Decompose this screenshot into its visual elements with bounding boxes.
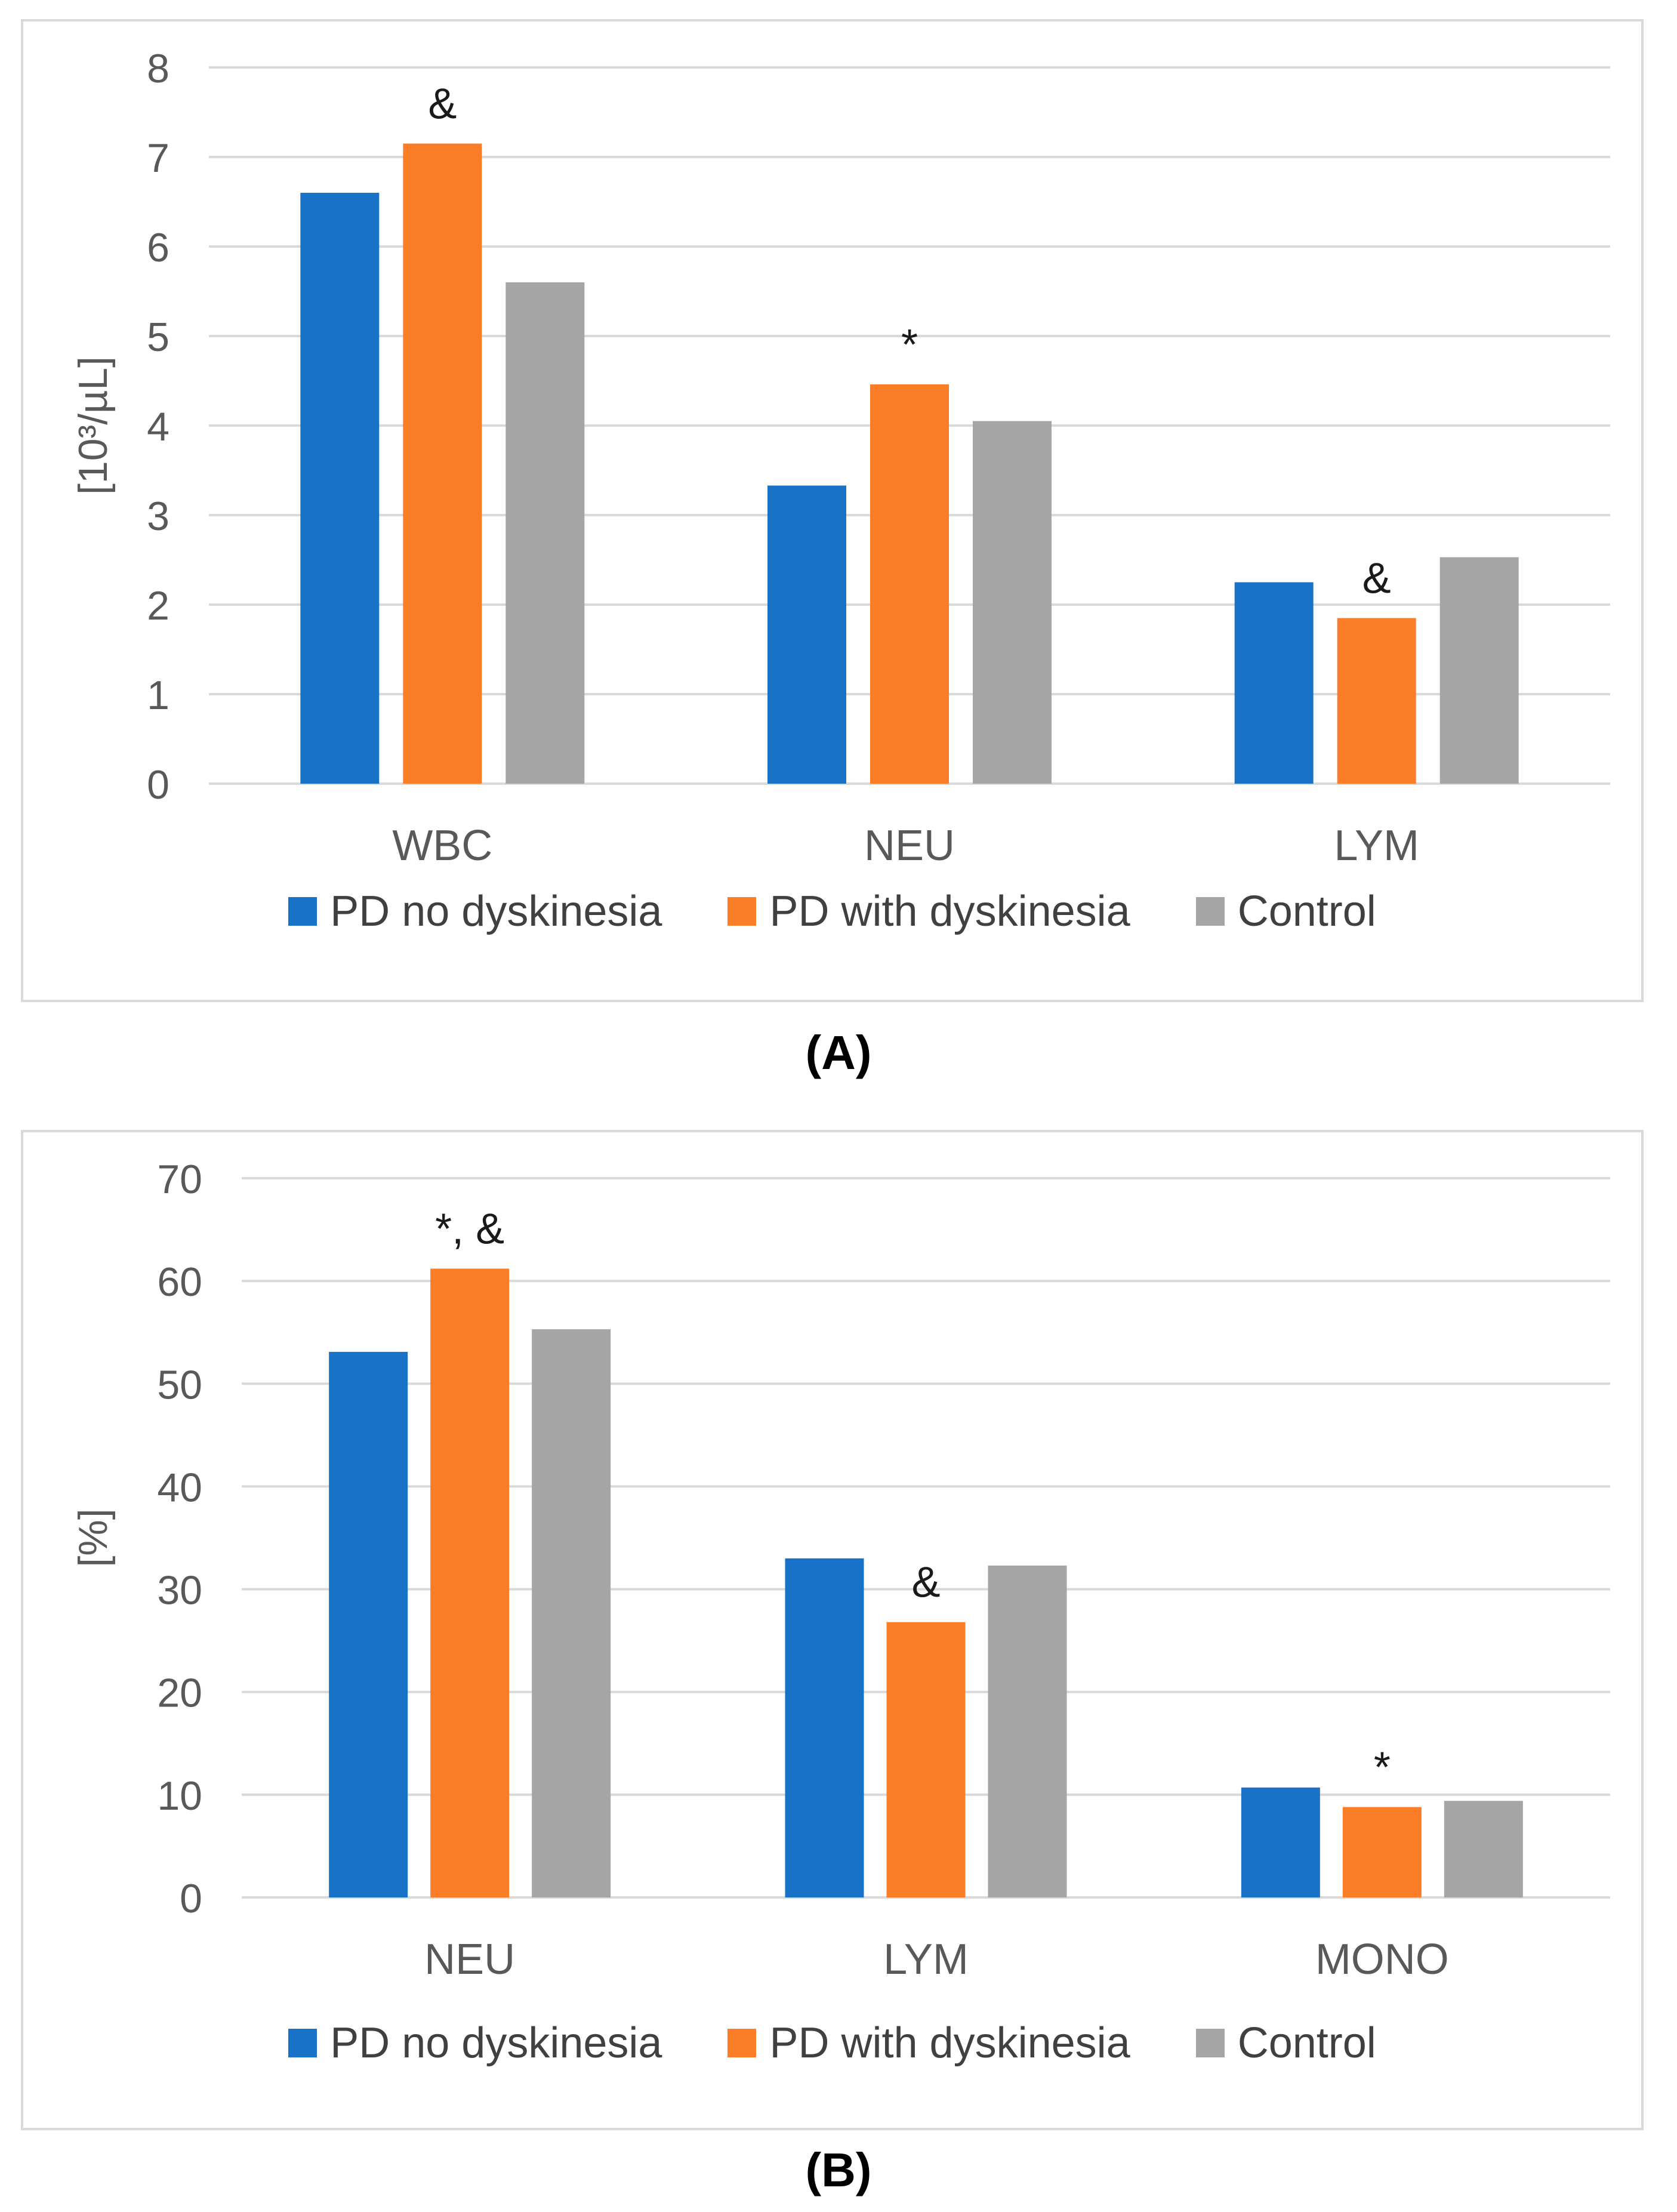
chart-panel-b: 0 10 20 30 40 50 60 70 [%] NEU LYM MONO *, & & * PD no… [21,1130,1644,2130]
legend-swatch-b-1 [727,2029,757,2057]
bar-a-0-2 [505,282,585,784]
legend-swatch-b-2 [1195,2029,1225,2057]
bar-a-1-0 [767,485,846,784]
legend-swatch-b-0 [288,2029,317,2057]
caption-b: (B) [805,2143,872,2196]
annotation-a-2: & [1362,555,1391,603]
bar-b-1-2 [988,1565,1067,1897]
bar-a-2-2 [1439,557,1519,784]
y-tick-label-b-3: 30 [157,1568,202,1613]
x-category-label-b-1: LYM [883,1936,969,1983]
y-tick-label-a-4: 4 [147,404,169,449]
legend-label-a-1: PD with dyskinesia [769,888,1130,935]
bar-a-0-0 [300,193,380,784]
x-category-label-b-0: NEU [424,1936,515,1983]
bar-b-0-2 [532,1329,611,1897]
x-category-label-a-2: LYM [1334,822,1419,870]
y-tick-label-b-1: 10 [157,1773,202,1819]
chart-a: 0 1 2 3 4 5 6 7 8 [10³/µL] WBC NEU LYM & * & [70,46,1610,870]
legend-item-a-0: PD no dyskinesia [288,887,662,936]
bar-a-1-1 [870,384,949,784]
y-tick-label-a-6: 6 [147,225,169,270]
legend-swatch-a-1 [727,897,757,926]
y-tick-label-b-4: 40 [157,1465,202,1510]
y-tick-label-a-2: 2 [147,583,169,629]
y-tick-label-a-0: 0 [147,762,169,808]
legend-label-a-2: Control [1237,888,1376,935]
bar-b-2-1 [1342,1807,1422,1897]
y-tick-label-a-5: 5 [147,315,169,360]
bar-b-0-0 [329,1351,408,1897]
bar-a-2-1 [1337,618,1416,784]
caption-a: (A) [805,1026,872,1079]
x-category-label-a-0: WBC [392,822,492,870]
legend-a: PD no dyskinesia PD with dyskinesia Cont… [23,887,1641,936]
bar-b-1-0 [785,1558,864,1897]
y-tick-label-a-7: 7 [147,135,169,181]
legend-item-b-2: Control [1195,2019,1376,2068]
annotation-b-2: * [1374,1744,1391,1792]
legend-item-b-1: PD with dyskinesia [727,2019,1130,2068]
annotation-a-0: & [428,81,457,128]
bar-a-0-1 [403,143,482,784]
legend-label-b-1: PD with dyskinesia [769,2019,1130,2067]
x-category-label-b-2: MONO [1315,1936,1449,1983]
chart-panel-a: 0 1 2 3 4 5 6 7 8 [10³/µL] WBC NEU LYM & * & PD no dysk… [21,19,1644,1002]
legend-label-a-0: PD no dyskinesia [330,888,662,935]
y-tick-label-b-2: 20 [157,1671,202,1716]
bar-a-1-2 [973,421,1052,784]
annotation-b-0: *, & [435,1205,504,1253]
y-tick-label-b-6: 60 [157,1259,202,1305]
y-axis-label-b: [%] [70,1508,116,1567]
bar-b-2-0 [1241,1787,1320,1897]
legend-swatch-a-0 [288,897,317,926]
y-tick-label-a-1: 1 [147,673,169,718]
y-tick-label-a-8: 8 [147,46,169,91]
y-tick-label-b-0: 0 [180,1876,202,1921]
legend-item-b-0: PD no dyskinesia [288,2019,662,2068]
annotation-b-1: & [911,1559,940,1607]
chart-b: 0 10 20 30 40 50 60 70 [%] NEU LYM MONO *, & & * [70,1157,1610,1983]
legend-swatch-a-2 [1195,897,1225,926]
legend-label-b-2: Control [1237,2019,1376,2067]
legend-item-a-2: Control [1195,887,1376,936]
y-axis-label-a: [10³/µL] [70,356,116,495]
y-tick-label-b-5: 50 [157,1362,202,1407]
x-category-label-a-1: NEU [864,822,955,870]
legend-label-b-0: PD no dyskinesia [330,2019,662,2067]
bar-a-2-0 [1234,582,1314,784]
bar-b-1-1 [886,1622,966,1897]
annotation-a-1: * [901,321,918,369]
y-tick-label-b-7: 70 [157,1157,202,1202]
bar-b-0-1 [430,1268,510,1897]
legend-b: PD no dyskinesia PD with dyskinesia Cont… [23,2019,1641,2068]
legend-item-a-1: PD with dyskinesia [727,887,1130,936]
y-tick-label-a-3: 3 [147,494,169,539]
bar-b-2-2 [1444,1801,1523,1897]
